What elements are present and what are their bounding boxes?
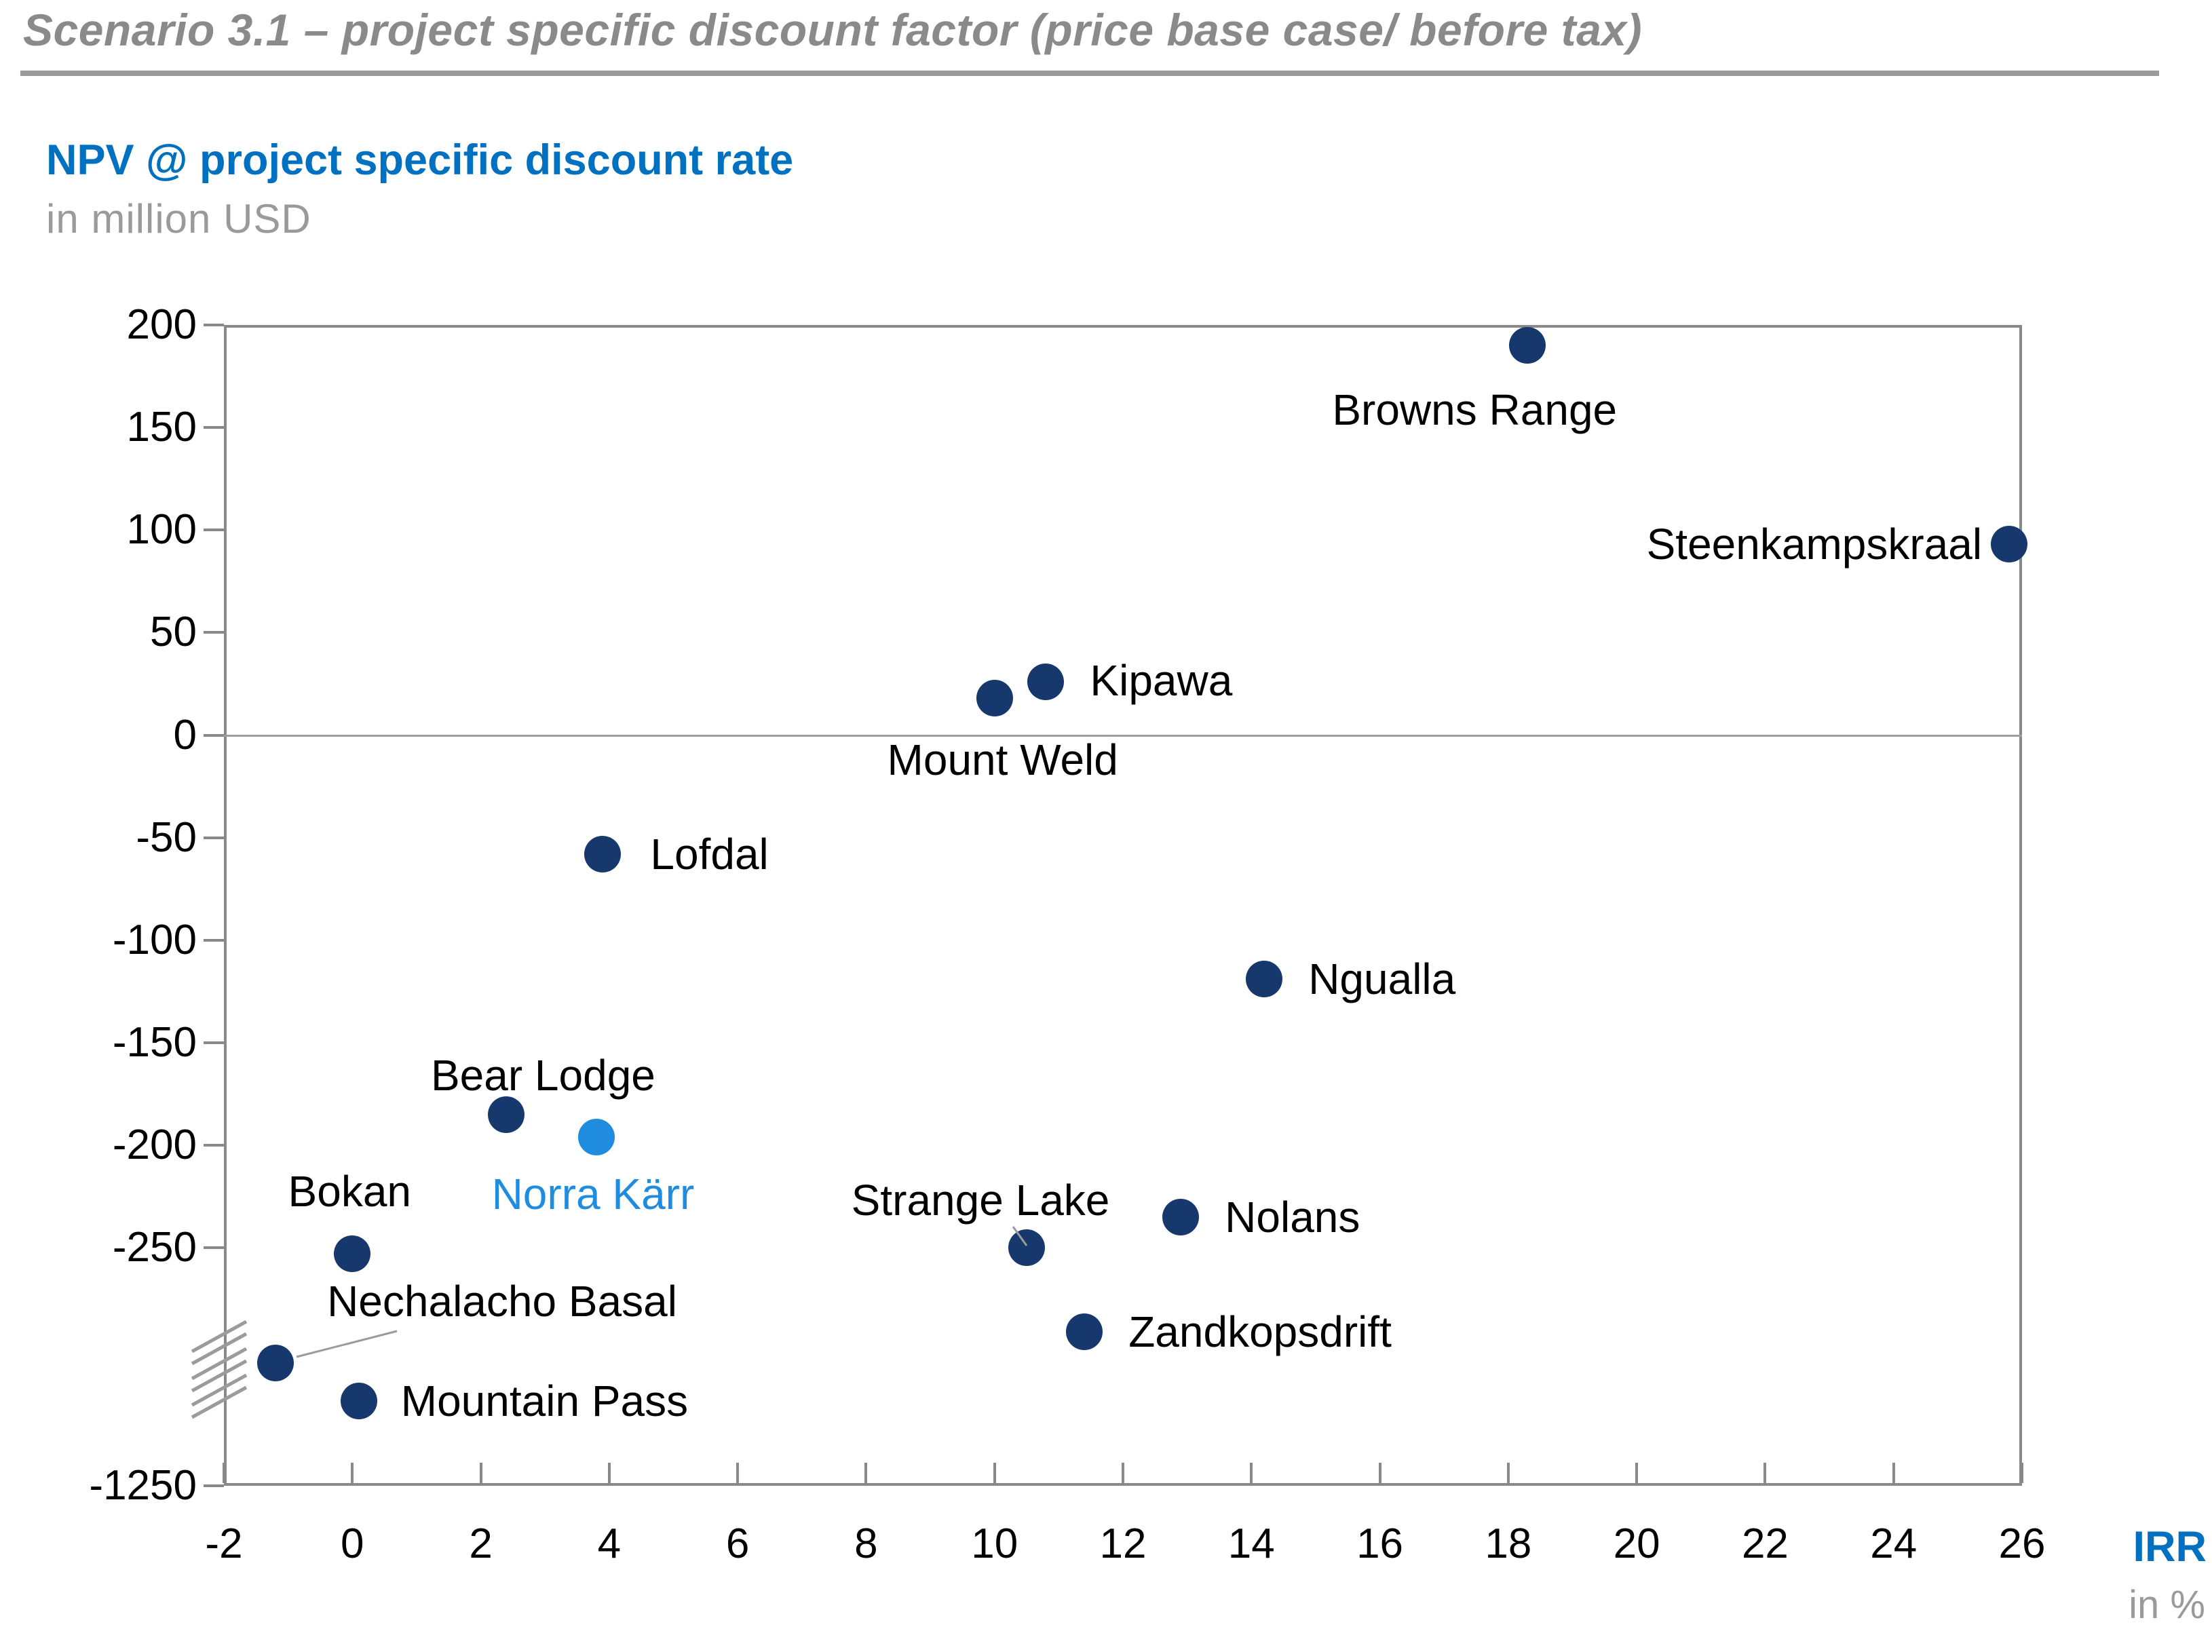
- data-point-ngualla: [1246, 961, 1283, 998]
- data-point-browns-range: [1509, 327, 1546, 364]
- plot-area: [224, 325, 2022, 1486]
- data-point-label-kipawa: Kipawa: [1090, 655, 1233, 705]
- x-tick-mark: [1378, 1463, 1381, 1483]
- data-point-label-ngualla: Ngualla: [1308, 955, 1456, 1004]
- data-point-nolans: [1162, 1198, 1200, 1235]
- x-tick-label: 20: [1613, 1520, 1660, 1567]
- x-tick-label: -2: [205, 1520, 243, 1567]
- y-tick-mark: [204, 1041, 224, 1044]
- data-point-label-nolans: Nolans: [1225, 1192, 1360, 1242]
- y-tick-label: 0: [173, 711, 197, 758]
- data-point-label-zandkopsdrift: Zandkopsdrift: [1128, 1307, 1392, 1357]
- x-tick-mark: [1635, 1463, 1639, 1483]
- chart-title: NPV @ project specific discount rate: [46, 136, 794, 184]
- y-tick-mark: [204, 733, 224, 737]
- y-tick-mark: [204, 529, 224, 532]
- x-tick-label: 26: [1998, 1520, 2046, 1567]
- page-title: Scenario 3.1 – project specific discount…: [23, 5, 1643, 55]
- x-tick-mark: [2021, 1463, 2023, 1483]
- y-tick-label: -100: [112, 916, 197, 963]
- x-tick-mark: [736, 1463, 740, 1483]
- data-point-zandkopsdrift: [1066, 1313, 1103, 1351]
- y-tick-mark: [204, 324, 224, 326]
- x-tick-mark: [1763, 1463, 1767, 1483]
- x-tick-label: 24: [1870, 1520, 1918, 1567]
- data-point-lofdal: [584, 835, 622, 872]
- data-point-strange-lake: [1008, 1229, 1046, 1267]
- x-tick-mark: [1892, 1463, 1895, 1483]
- x-tick-label: 12: [1099, 1520, 1147, 1567]
- data-point-label-norra-k-rr: Norra Kärr: [491, 1170, 695, 1219]
- data-point-label-bokan: Bokan: [288, 1167, 412, 1216]
- y-tick-mark: [204, 426, 224, 429]
- data-point-label-lofdal: Lofdal: [650, 829, 769, 879]
- data-point-bear-lodge: [488, 1096, 525, 1133]
- y-tick-label: -250: [112, 1224, 197, 1271]
- x-tick-mark: [993, 1463, 996, 1483]
- x-tick-label: 16: [1356, 1520, 1404, 1567]
- x-tick-mark: [223, 1463, 225, 1483]
- x-tick-label: 4: [597, 1520, 622, 1567]
- y-tick-mark: [204, 1144, 224, 1147]
- y-tick-label: 200: [126, 301, 197, 348]
- x-tick-label: 10: [971, 1520, 1018, 1567]
- y-tick-label: 50: [150, 609, 197, 656]
- data-point-kipawa: [1027, 663, 1065, 700]
- x-tick-label: 0: [341, 1520, 364, 1567]
- x-tick-mark: [1122, 1463, 1124, 1483]
- x-tick-label: 2: [469, 1520, 493, 1567]
- chart-subtitle: in million USD: [46, 196, 311, 242]
- y-tick-mark: [204, 1484, 224, 1487]
- x-tick-mark: [351, 1463, 354, 1483]
- y-tick-mark: [204, 631, 224, 634]
- data-point-label-bear-lodge: Bear Lodge: [430, 1050, 655, 1100]
- data-point-label-strange-lake: Strange Lake: [851, 1176, 1110, 1225]
- y-tick-label: -150: [112, 1018, 197, 1066]
- y-tick-label: 150: [126, 404, 197, 451]
- x-tick-mark: [1250, 1463, 1253, 1483]
- x-tick-label: 18: [1485, 1520, 1532, 1567]
- data-point-steenkampskraal: [1991, 526, 2028, 563]
- data-point-norra-k-rr: [577, 1119, 615, 1156]
- title-underline: [20, 71, 2159, 76]
- x-tick-label: 14: [1227, 1520, 1275, 1567]
- x-tick-label: 8: [854, 1520, 878, 1567]
- data-point-mount-weld: [976, 680, 1013, 717]
- data-point-bokan: [334, 1235, 371, 1273]
- y-tick-label: 100: [126, 506, 197, 554]
- zero-gridline: [224, 734, 2022, 737]
- y-tick-mark: [204, 1246, 224, 1250]
- x-tick-mark: [864, 1463, 868, 1483]
- y-tick-label: -200: [112, 1121, 197, 1169]
- y-tick-label: -50: [136, 813, 197, 861]
- x-tick-mark: [479, 1463, 482, 1483]
- x-tick-label: 22: [1741, 1520, 1789, 1567]
- x-tick-label: 6: [725, 1520, 750, 1567]
- x-tick-mark: [607, 1463, 611, 1483]
- y-tick-mark: [204, 836, 224, 839]
- y-tick-mark: [204, 938, 224, 942]
- x-tick-mark: [1506, 1463, 1510, 1483]
- data-point-label-browns-range: Browns Range: [1332, 385, 1618, 435]
- x-axis-label: IRR: [2133, 1523, 2207, 1571]
- data-point-label-mount-weld: Mount Weld: [887, 735, 1118, 785]
- data-point-label-nechalacho-basal: Nechalacho Basal: [327, 1277, 677, 1326]
- data-point-label-mountain-pass: Mountain Pass: [400, 1377, 689, 1426]
- y-tick-label: -1250: [89, 1462, 197, 1509]
- data-point-mountain-pass: [340, 1383, 377, 1420]
- data-point-nechalacho-basal: [256, 1344, 294, 1381]
- x-axis-sublabel: in %: [2129, 1583, 2205, 1627]
- data-point-label-steenkampskraal: Steenkampskraal: [1646, 520, 1983, 569]
